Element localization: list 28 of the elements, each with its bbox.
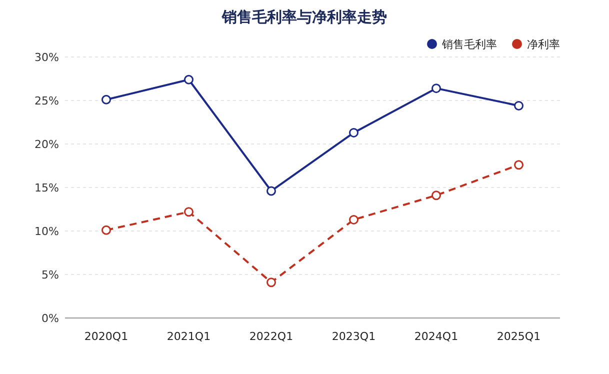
legend-label: 净利率 xyxy=(527,38,560,51)
y-tick-label: 5% xyxy=(42,268,59,282)
x-tick-label: 2022Q1 xyxy=(249,330,294,343)
point xyxy=(349,128,358,138)
y-tick-label: 15% xyxy=(34,182,59,194)
point xyxy=(266,186,276,196)
point xyxy=(184,207,194,217)
y-tick-label: 10% xyxy=(34,225,59,238)
point xyxy=(102,94,111,104)
point xyxy=(184,74,194,84)
x-tick-label: 2025Q1 xyxy=(496,330,541,343)
x-tick-label: 2020Q1 xyxy=(84,330,128,343)
point xyxy=(514,100,524,110)
x-tick-label: 2023Q1 xyxy=(332,330,376,343)
x-tick-label: 2024Q1 xyxy=(414,330,458,343)
y-tick-label: 0% xyxy=(42,312,59,325)
point xyxy=(349,214,358,224)
point xyxy=(102,225,111,235)
y-tick-label: 30% xyxy=(34,51,59,64)
x-tick-label: 2021Q1 xyxy=(166,330,211,343)
legend-label: 销售毛利率 xyxy=(441,38,497,51)
chart-title: 销售毛利率与净利率走势 xyxy=(221,8,387,26)
point xyxy=(432,190,441,200)
point xyxy=(266,278,276,288)
y-tick-label: 25% xyxy=(34,94,59,108)
point xyxy=(514,160,524,170)
y-tick-label: 20% xyxy=(34,138,59,151)
point xyxy=(432,84,441,94)
